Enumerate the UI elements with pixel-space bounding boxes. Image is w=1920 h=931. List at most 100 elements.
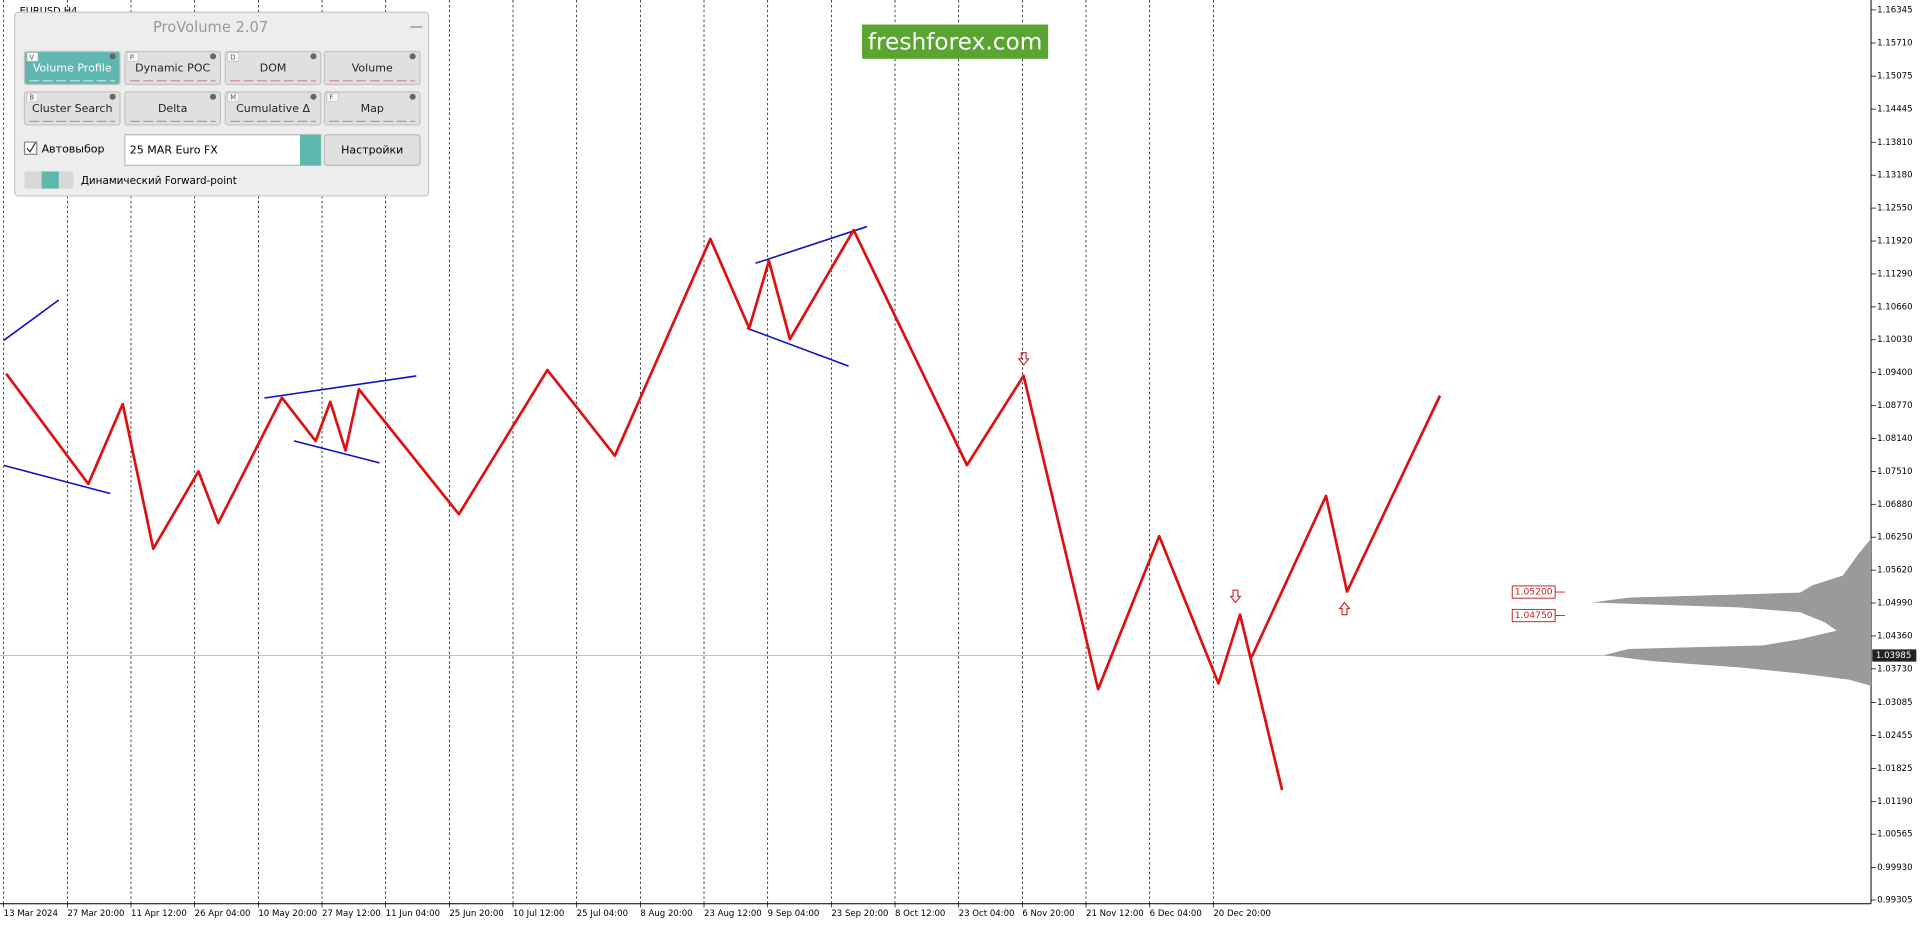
x-tick-label: 21 Nov 12:00 bbox=[1086, 909, 1144, 919]
y-tick-label: 1.01825 bbox=[1877, 764, 1912, 774]
trend-line bbox=[264, 375, 417, 399]
y-tick-label: 1.10660 bbox=[1877, 302, 1912, 312]
tool-button-label: Volume Profile bbox=[33, 62, 112, 75]
level-label: 1.05200 bbox=[1515, 587, 1553, 598]
y-tick-label: 1.02455 bbox=[1877, 731, 1912, 741]
tool-button[interactable] bbox=[224, 50, 322, 86]
trend-line bbox=[3, 464, 111, 495]
x-tick-label: 8 Aug 20:00 bbox=[640, 909, 692, 919]
x-tick-label: 25 Jun 20:00 bbox=[449, 909, 503, 919]
current-price-label: 1.03985 bbox=[1876, 651, 1911, 661]
hotkey: P bbox=[130, 53, 134, 61]
spinner[interactable] bbox=[300, 134, 321, 166]
x-tick-label: 10 May 20:00 bbox=[258, 909, 317, 919]
y-tick-label: 1.12550 bbox=[1877, 204, 1912, 214]
trend-line bbox=[3, 299, 60, 342]
volume-profile bbox=[1591, 538, 1872, 686]
checkmark bbox=[26, 142, 37, 153]
x-tick-label: 20 Dec 20:00 bbox=[1213, 909, 1271, 919]
instrument-select[interactable] bbox=[124, 134, 322, 166]
gear-icon[interactable] bbox=[210, 53, 217, 60]
down-arrow bbox=[1017, 352, 1030, 366]
x-tick-label: 13 Mar 2024 bbox=[4, 909, 58, 919]
tool-button[interactable] bbox=[23, 91, 121, 126]
checkbox-label: Автовыбор bbox=[42, 142, 105, 155]
trend-lines bbox=[3, 225, 868, 495]
y-tick-label: 1.10030 bbox=[1877, 335, 1912, 345]
tool-button-label: Cumulative Δ bbox=[236, 102, 310, 115]
current-price-box bbox=[1872, 649, 1917, 662]
instrument: 25 MAR Euro FX bbox=[130, 144, 219, 157]
logo-box bbox=[862, 24, 1049, 59]
tool-button-label: DOM bbox=[260, 62, 287, 75]
y-tick-label: 1.06250 bbox=[1877, 533, 1912, 543]
y-tick-label: 1.07510 bbox=[1877, 467, 1912, 477]
gear-icon[interactable] bbox=[310, 53, 317, 60]
series bbox=[5, 228, 1442, 791]
trend-line bbox=[746, 327, 849, 367]
x-tick-label: 6 Nov 20:00 bbox=[1022, 909, 1074, 919]
y-tick-label: 1.11920 bbox=[1877, 237, 1912, 247]
gear-icon[interactable] bbox=[409, 93, 416, 100]
tool-button[interactable] bbox=[323, 50, 421, 86]
hotkey: F bbox=[329, 94, 333, 102]
zigzag-line bbox=[5, 228, 1284, 791]
settings-label: Настройки bbox=[341, 144, 403, 157]
x-tick-label: 11 Jun 04:00 bbox=[386, 909, 440, 919]
tool-button[interactable] bbox=[124, 91, 222, 126]
toggle-label: Динамический Forward-point bbox=[81, 175, 237, 187]
y-tick-label: 1.16345 bbox=[1877, 5, 1912, 15]
tool-button[interactable] bbox=[23, 50, 121, 86]
y-tick-label: 1.04360 bbox=[1877, 631, 1912, 641]
y-tick-label: 1.03085 bbox=[1877, 698, 1912, 708]
gear-icon[interactable] bbox=[109, 93, 116, 100]
x-tick-label: 23 Aug 12:00 bbox=[704, 909, 762, 919]
x-tick-label: 6 Dec 04:00 bbox=[1150, 909, 1202, 919]
symbol: EURUSD,H4 bbox=[20, 6, 78, 17]
y-tick-label: 1.14445 bbox=[1877, 105, 1912, 115]
y-tick-label: 1.09400 bbox=[1877, 368, 1912, 378]
up-arrow bbox=[1338, 601, 1351, 616]
x-tick-label: 23 Oct 04:00 bbox=[959, 909, 1015, 919]
x-tick-label: 26 Apr 04:00 bbox=[195, 909, 251, 919]
hotkey: M bbox=[230, 94, 236, 102]
x-tick-label: 25 Jul 04:00 bbox=[577, 909, 628, 919]
zigzag-line bbox=[1250, 395, 1442, 658]
logo: freshforex.com bbox=[868, 28, 1043, 55]
level-label: 1.04750 bbox=[1515, 610, 1553, 621]
x-tick-label: 8 Oct 12:00 bbox=[895, 909, 945, 919]
arrows bbox=[1017, 352, 1351, 616]
tool-button-label: Map bbox=[361, 102, 384, 115]
toggle-knob bbox=[41, 171, 59, 189]
tool-button[interactable] bbox=[224, 91, 322, 126]
widget-title: ProVolume 2.07 bbox=[153, 19, 268, 36]
gear-icon[interactable] bbox=[409, 53, 416, 60]
x-tick-label: 27 Mar 20:00 bbox=[67, 909, 124, 919]
hotkey: D bbox=[230, 53, 235, 61]
trend-line bbox=[755, 225, 868, 265]
y-tick-label: 1.08140 bbox=[1877, 434, 1912, 444]
hotkey-box bbox=[227, 92, 240, 102]
settings-button[interactable] bbox=[323, 134, 421, 166]
grid bbox=[0, 0, 1872, 904]
y-tick-label: 1.08770 bbox=[1877, 401, 1912, 411]
hotkey-box bbox=[26, 92, 39, 102]
x-tick-label: 23 Sep 20:00 bbox=[831, 909, 888, 919]
tool-button-label: Cluster Search bbox=[32, 102, 112, 115]
gear-icon[interactable] bbox=[210, 93, 217, 100]
gear-icon[interactable] bbox=[109, 53, 116, 60]
tool-button-label: Volume bbox=[352, 62, 393, 75]
gear-icon[interactable] bbox=[310, 93, 317, 100]
x-tick-label: 9 Sep 04:00 bbox=[768, 909, 820, 919]
down-arrow bbox=[1229, 589, 1242, 604]
x-tick-label: 10 Jul 12:00 bbox=[513, 909, 564, 919]
tool-button[interactable] bbox=[323, 91, 421, 126]
tool-button[interactable] bbox=[124, 50, 222, 86]
y-tick-label: 0.99930 bbox=[1877, 863, 1912, 873]
y-tick-label: 1.11290 bbox=[1877, 269, 1912, 279]
tool-button-label: Delta bbox=[158, 102, 187, 115]
hotkey-box bbox=[227, 52, 240, 62]
